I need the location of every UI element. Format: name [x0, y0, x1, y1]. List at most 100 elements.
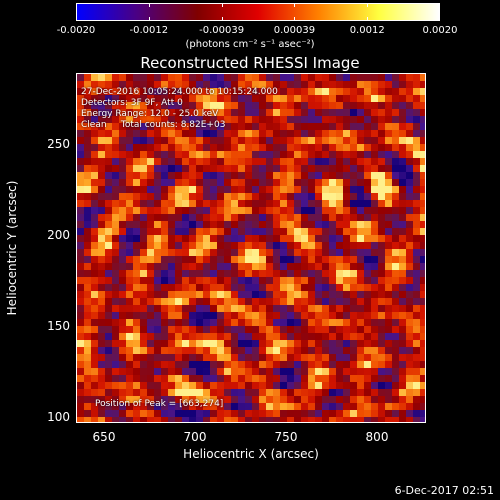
image-pixel	[238, 270, 246, 278]
image-pixel	[224, 81, 232, 89]
image-pixel	[161, 81, 169, 89]
image-pixel	[112, 417, 120, 422]
image-pixel	[196, 375, 204, 383]
image-pixel	[406, 382, 414, 390]
image-pixel	[91, 109, 99, 117]
image-pixel	[266, 382, 274, 390]
image-pixel	[308, 165, 316, 173]
image-pixel	[406, 368, 414, 376]
image-pixel	[259, 312, 267, 320]
image-pixel	[133, 123, 141, 131]
image-pixel	[210, 354, 218, 362]
image-pixel	[266, 221, 274, 229]
image-pixel	[217, 312, 225, 320]
image-pixel	[217, 284, 225, 292]
image-pixel	[231, 214, 239, 222]
image-pixel	[119, 340, 127, 348]
image-pixel	[147, 158, 155, 166]
image-pixel	[224, 88, 232, 96]
image-pixel	[84, 102, 92, 110]
image-pixel	[315, 263, 323, 271]
image-pixel	[140, 137, 148, 145]
image-pixel	[105, 116, 113, 124]
image-pixel	[91, 116, 99, 124]
image-pixel	[91, 235, 99, 243]
image-pixel	[329, 144, 337, 152]
image-pixel	[203, 144, 211, 152]
image-pixel	[371, 319, 379, 327]
image-pixel	[413, 221, 421, 229]
image-pixel	[91, 347, 99, 355]
image-pixel	[287, 151, 295, 159]
image-pixel	[133, 81, 141, 89]
image-pixel	[294, 277, 302, 285]
image-pixel	[392, 116, 400, 124]
image-pixel	[287, 123, 295, 131]
image-pixel	[308, 319, 316, 327]
image-pixel	[308, 221, 316, 229]
image-pixel	[259, 284, 267, 292]
image-pixel	[315, 81, 323, 89]
image-pixel	[350, 179, 358, 187]
image-pixel	[224, 361, 232, 369]
image-pixel	[175, 277, 183, 285]
image-pixel	[119, 221, 127, 229]
image-pixel	[224, 340, 232, 348]
image-pixel	[266, 340, 274, 348]
image-pixel	[413, 319, 421, 327]
image-pixel	[217, 130, 225, 138]
image-pixel	[378, 207, 386, 215]
image-pixel	[84, 179, 92, 187]
image-pixel	[238, 165, 246, 173]
image-pixel	[399, 312, 407, 320]
image-pixel	[91, 410, 99, 418]
image-pixel	[245, 158, 253, 166]
image-pixel	[161, 417, 169, 422]
image-pixel	[231, 95, 239, 103]
image-pixel	[259, 130, 267, 138]
image-pixel	[126, 123, 134, 131]
image-pixel	[175, 263, 183, 271]
image-pixel	[189, 368, 197, 376]
image-pixel	[154, 207, 162, 215]
image-pixel	[329, 403, 337, 411]
image-pixel	[280, 242, 288, 250]
image-pixel	[210, 74, 218, 82]
image-pixel	[203, 340, 211, 348]
image-pixel	[399, 382, 407, 390]
image-pixel	[210, 333, 218, 341]
image-pixel	[231, 361, 239, 369]
image-pixel	[392, 186, 400, 194]
image-pixel	[175, 382, 183, 390]
image-pixel	[322, 298, 330, 306]
image-pixel	[105, 207, 113, 215]
image-pixel	[336, 207, 344, 215]
image-pixel	[133, 165, 141, 173]
image-pixel	[287, 312, 295, 320]
image-pixel	[140, 74, 148, 82]
image-pixel	[112, 368, 120, 376]
image-pixel	[126, 382, 134, 390]
colorbar-units: (photons cm⁻² s⁻¹ asec⁻²)	[185, 39, 315, 50]
image-pixel	[273, 200, 281, 208]
image-pixel	[119, 200, 127, 208]
image-pixel	[210, 235, 218, 243]
image-pixel	[147, 249, 155, 257]
image-pixel	[266, 235, 274, 243]
image-pixel	[259, 193, 267, 201]
image-pixel	[217, 382, 225, 390]
image-pixel	[84, 361, 92, 369]
image-pixel	[371, 417, 379, 422]
image-pixel	[245, 109, 253, 117]
image-pixel	[266, 137, 274, 145]
image-pixel	[259, 207, 267, 215]
image-pixel	[287, 263, 295, 271]
image-pixel	[189, 165, 197, 173]
image-pixel	[420, 291, 425, 299]
image-pixel	[133, 88, 141, 96]
image-pixel	[119, 137, 127, 145]
image-pixel	[133, 326, 141, 334]
image-pixel	[322, 277, 330, 285]
image-pixel	[189, 333, 197, 341]
image-pixel	[280, 277, 288, 285]
